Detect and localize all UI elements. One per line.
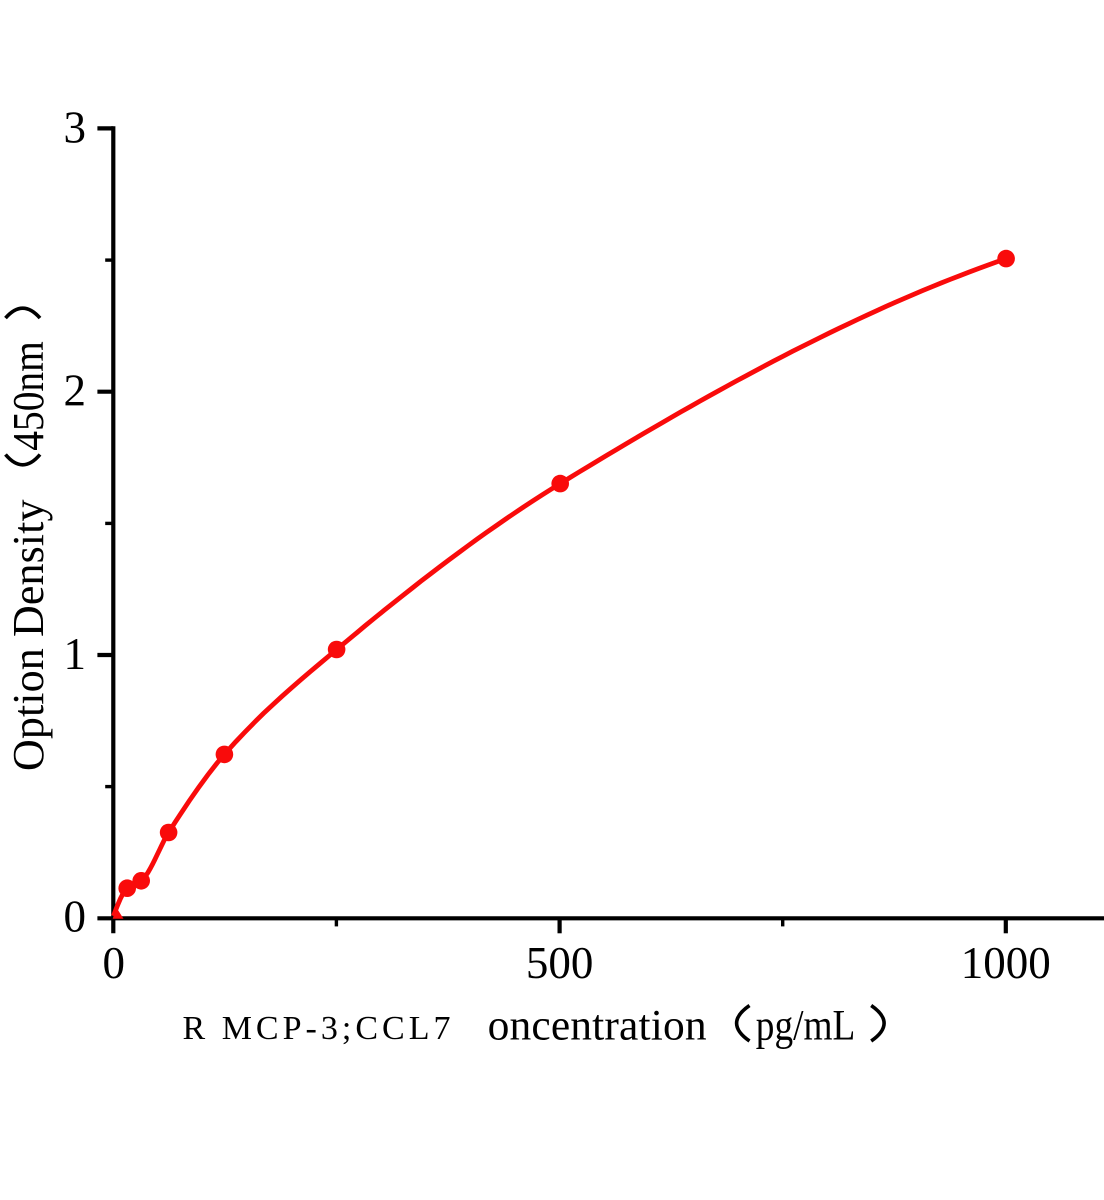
svg-text:oncentration: oncentration bbox=[488, 1001, 707, 1049]
svg-text:500: 500 bbox=[526, 938, 594, 988]
svg-text:1: 1 bbox=[64, 629, 87, 679]
svg-text:3: 3 bbox=[64, 102, 87, 152]
svg-text:0: 0 bbox=[64, 891, 87, 941]
svg-text:2: 2 bbox=[64, 366, 87, 416]
svg-text:1000: 1000 bbox=[961, 938, 1051, 988]
svg-text:pg/mL: pg/mL bbox=[756, 1001, 856, 1049]
svg-text:Option Density: Option Density bbox=[4, 500, 53, 772]
svg-text:0: 0 bbox=[103, 938, 126, 988]
svg-text:R MCP-3;CCL7: R MCP-3;CCL7 bbox=[183, 1010, 451, 1047]
svg-text:450nm: 450nm bbox=[4, 341, 53, 451]
